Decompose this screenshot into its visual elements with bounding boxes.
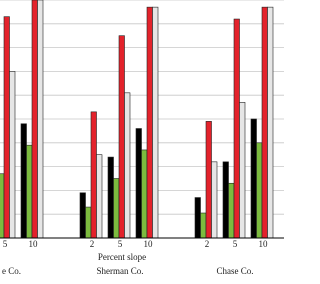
bar (124, 92, 131, 239)
x-tick-label: 10 (144, 239, 154, 249)
bar (0, 173, 5, 239)
bar (239, 102, 246, 239)
bar (31, 0, 38, 239)
bar (205, 121, 212, 239)
bar (222, 161, 229, 239)
bar (90, 111, 97, 239)
group-label: Chase Co. (217, 266, 254, 276)
bar (146, 6, 153, 239)
chart: Percent slope 5 10 2 5 10 2 5 10 e Co. Sherman Co… (0, 0, 284, 276)
bar (194, 197, 201, 239)
bar (107, 156, 114, 239)
bar (96, 154, 103, 239)
bar (228, 182, 235, 239)
bar (3, 16, 10, 239)
bar (113, 178, 120, 239)
bar (9, 71, 16, 239)
bar (261, 6, 268, 239)
x-tick-label: 5 (233, 239, 238, 249)
group-label: e Co. (2, 266, 21, 276)
bar (118, 35, 125, 239)
bar (233, 18, 240, 239)
bar (250, 118, 257, 239)
bar (26, 144, 33, 239)
x-tick-label: 5 (118, 239, 123, 249)
x-tick-label: 5 (3, 239, 8, 249)
bar (256, 142, 263, 239)
bar (85, 206, 92, 239)
x-tick-label: 10 (29, 239, 39, 249)
group-label: Sherman Co. (97, 266, 144, 276)
bar (211, 161, 218, 239)
bar (152, 6, 159, 239)
x-tick-label: 2 (90, 239, 95, 249)
x-axis-title: Percent slope (98, 252, 146, 262)
bar (20, 123, 27, 239)
bar (37, 0, 44, 239)
bar (267, 6, 274, 239)
bar (141, 149, 148, 239)
bar (135, 128, 142, 239)
bar (200, 212, 207, 239)
x-tick-label: 10 (259, 239, 269, 249)
bar (79, 192, 86, 239)
x-tick-label: 2 (205, 239, 210, 249)
